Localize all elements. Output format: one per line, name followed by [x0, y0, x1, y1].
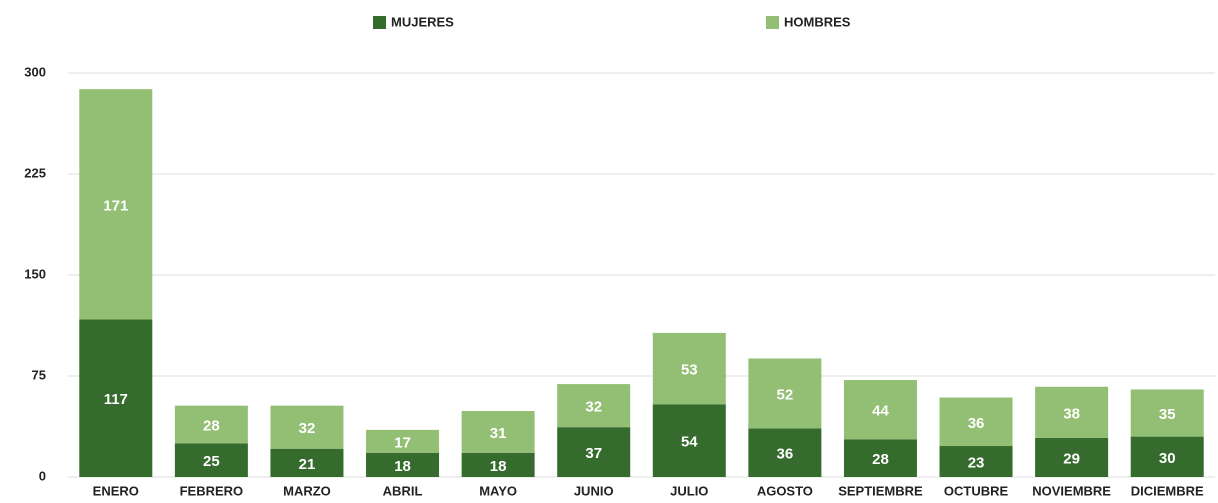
bar-segment [461, 411, 535, 453]
value-label: 31 [490, 425, 507, 442]
bar-segment [174, 443, 248, 477]
y-tick-label: 300 [24, 64, 46, 79]
bar-segment [748, 358, 822, 429]
x-tick-label: MARZO [283, 483, 331, 498]
value-label: 32 [299, 420, 316, 437]
x-tick-label: NOVIEMBRE [1032, 483, 1111, 498]
y-tick-label: 0 [39, 468, 46, 483]
legend-label: HOMBRES [784, 14, 851, 29]
value-label: 28 [203, 417, 220, 434]
value-label: 171 [103, 197, 128, 214]
value-label: 38 [1063, 405, 1080, 422]
bar-segment [366, 429, 440, 453]
bar-segment [270, 405, 344, 449]
value-label: 35 [1159, 406, 1176, 423]
legend-swatch [373, 16, 386, 29]
bar-segment [557, 384, 631, 428]
value-label: 21 [299, 456, 316, 473]
bar-segment [366, 452, 440, 477]
bar-segment [1130, 389, 1204, 437]
bar-segment [79, 89, 153, 320]
value-label: 54 [681, 434, 698, 451]
value-label: 117 [104, 391, 128, 408]
x-tick-label: ABRIL [383, 483, 423, 498]
x-tick-label: JULIO [670, 483, 708, 498]
value-label: 25 [203, 453, 220, 470]
y-tick-label: 150 [24, 266, 46, 281]
legend-swatch [766, 16, 779, 29]
bar-segment [1035, 437, 1109, 477]
value-label: 18 [490, 458, 507, 475]
bar-segment [652, 404, 726, 477]
bar-segment [174, 405, 248, 444]
value-label: 32 [585, 399, 602, 416]
bar-segment [1035, 386, 1109, 438]
value-label: 37 [585, 445, 602, 462]
value-label: 18 [394, 458, 411, 475]
bar-segment [939, 397, 1013, 447]
bar-segment [843, 380, 917, 440]
value-label: 30 [1159, 450, 1176, 467]
bar-segment [843, 439, 917, 477]
bar-segment [748, 428, 822, 477]
value-label: 44 [872, 403, 889, 420]
bar-segment [557, 427, 631, 477]
bar-segment [652, 332, 726, 405]
x-tick-label: ENERO [93, 483, 139, 498]
value-label: 17 [394, 434, 411, 451]
y-tick-label: 225 [24, 165, 46, 180]
bar-segment [939, 446, 1013, 477]
bar-segment [270, 448, 344, 477]
value-label: 36 [777, 446, 794, 463]
value-label: 29 [1063, 450, 1080, 467]
value-label: 52 [777, 386, 794, 403]
x-tick-label: FEBRERO [180, 483, 244, 498]
x-tick-label: DICIEMBRE [1131, 483, 1204, 498]
x-tick-label: MAYO [479, 483, 517, 498]
bar-segment [1130, 436, 1204, 477]
x-tick-label: SEPTIEMBRE [838, 483, 923, 498]
bar-segment [79, 319, 153, 477]
x-tick-label: JUNIO [574, 483, 614, 498]
bar-segment [461, 452, 535, 477]
value-label: 53 [681, 362, 698, 379]
y-tick-label: 75 [32, 367, 46, 382]
legend-label: MUJERES [391, 14, 454, 29]
value-label: 36 [968, 415, 985, 432]
x-tick-label: AGOSTO [757, 483, 813, 498]
x-tick-label: OCTUBRE [944, 483, 1009, 498]
value-label: 28 [872, 451, 889, 468]
value-label: 23 [968, 454, 985, 471]
